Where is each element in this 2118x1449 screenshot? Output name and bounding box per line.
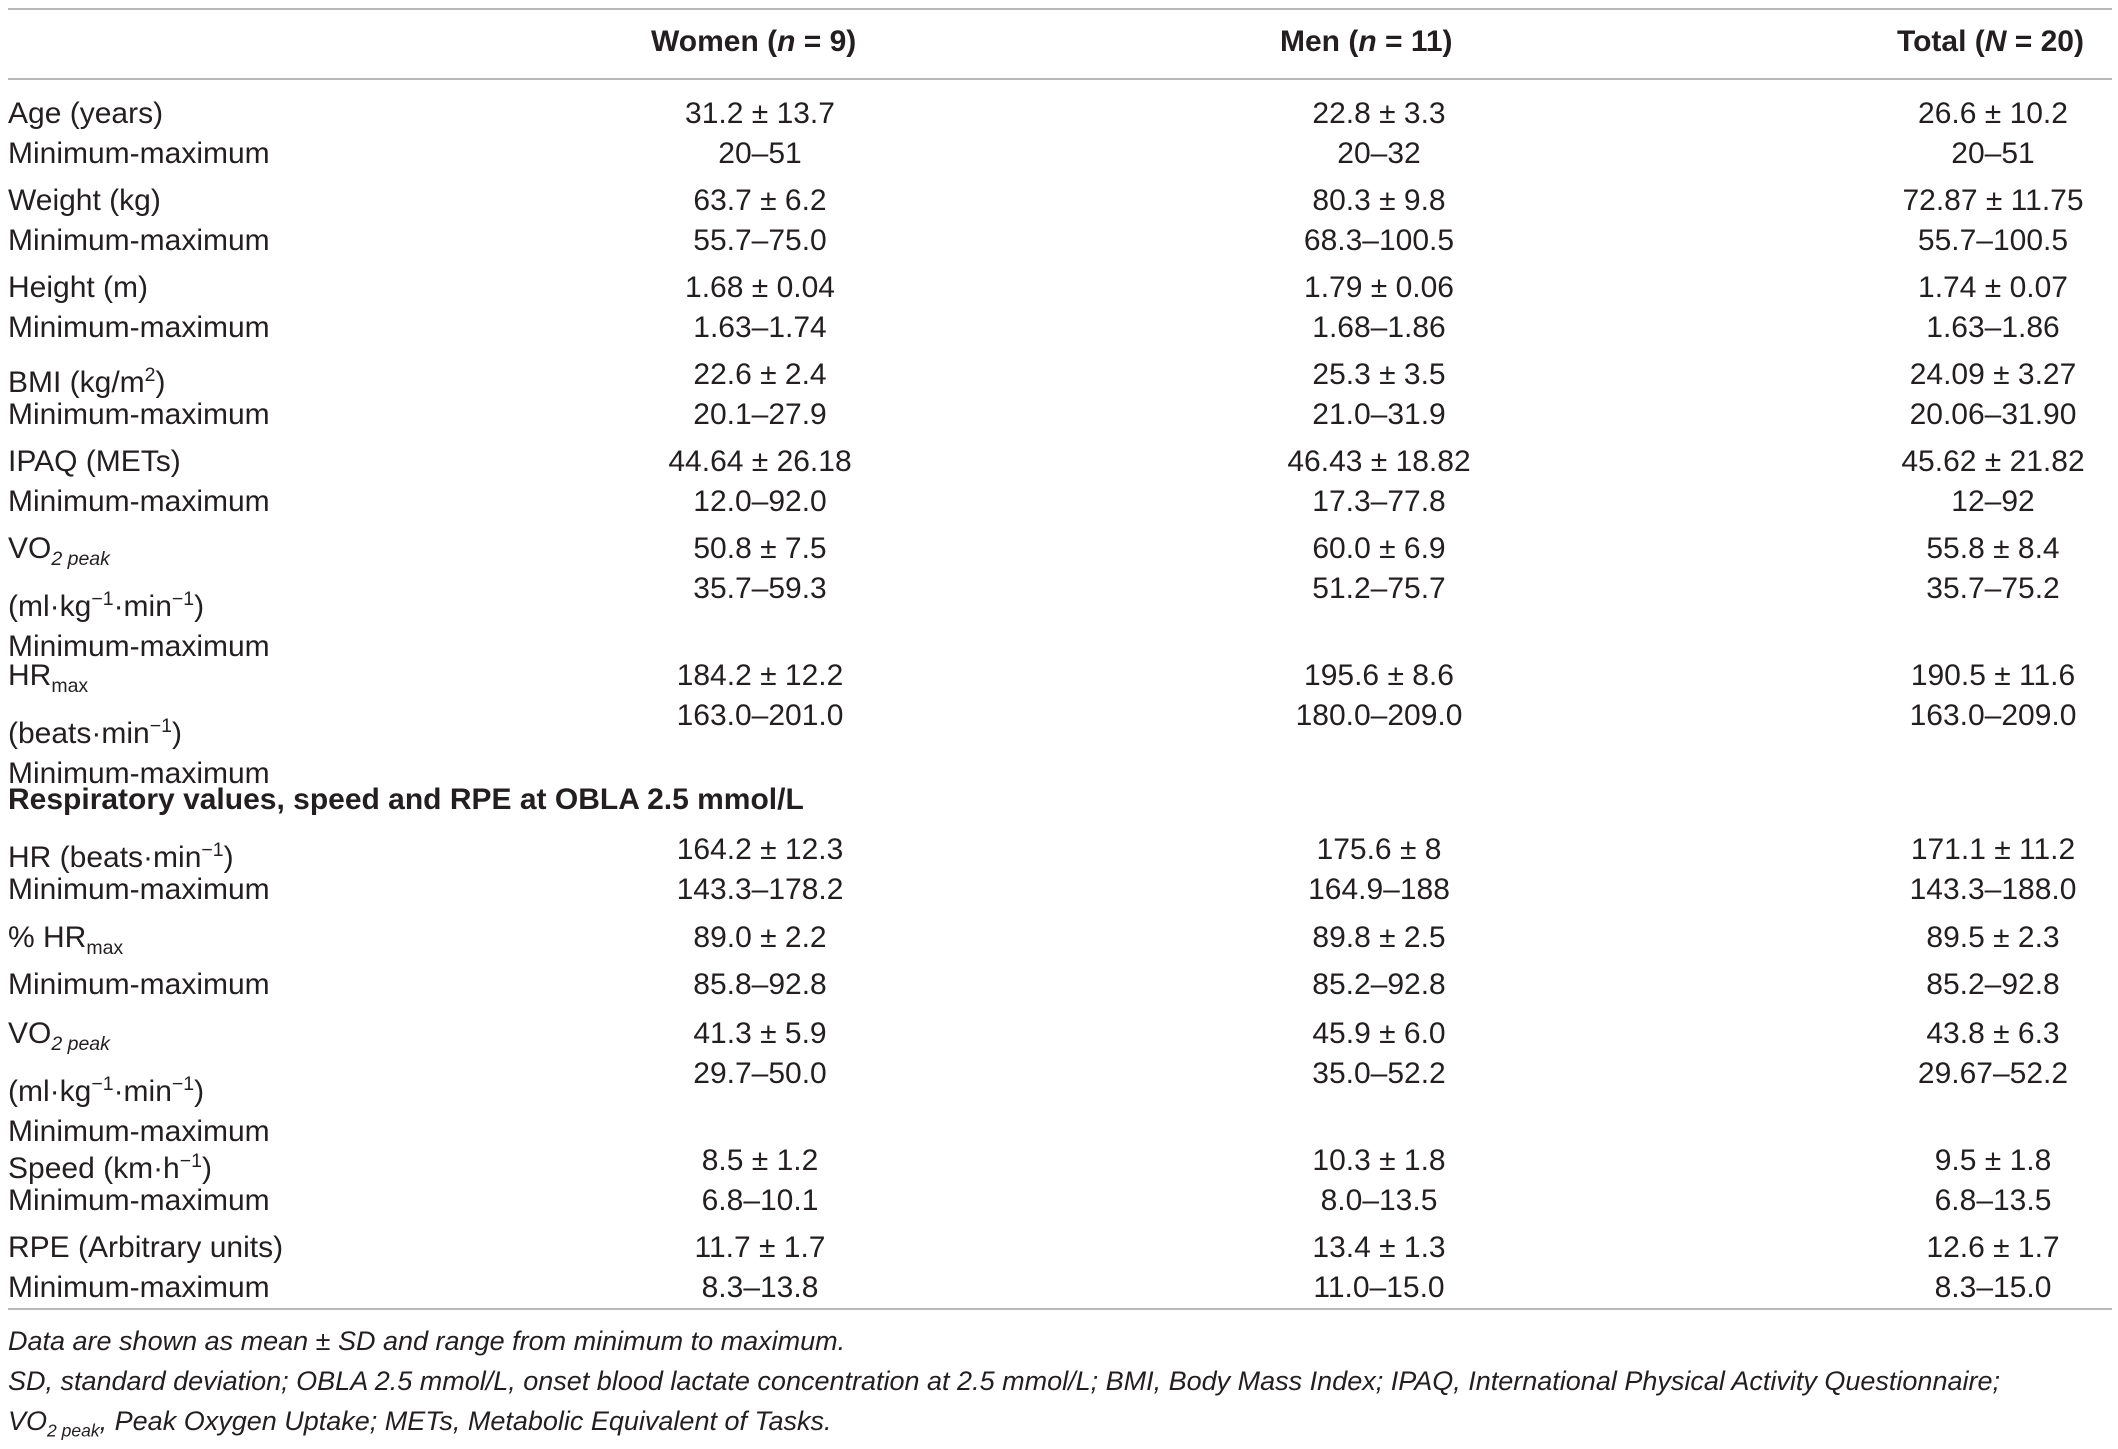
cell-men: 13.4 ± 1.3 [1312, 1231, 1446, 1264]
cell-women: 6.8–10.1 [701, 1184, 819, 1217]
row-label: BMI (kg/m2) [8, 364, 166, 399]
header-rule [8, 78, 2112, 80]
cell-total: 89.5 ± 2.3 [1926, 921, 2060, 954]
cell-women: 143.3–178.2 [676, 873, 844, 906]
row-label: % HRmax [8, 921, 124, 959]
row-label: Height (m) [8, 271, 149, 304]
cell-men: 25.3 ± 3.5 [1312, 358, 1446, 391]
cell-total: 8.3–15.0 [1934, 1271, 2052, 1304]
cell-women: 8.3–13.8 [701, 1271, 819, 1304]
cell-women: 11.7 ± 1.7 [694, 1231, 826, 1264]
cell-total: 45.62 ± 21.82 [1901, 445, 2085, 478]
cell-total: 55.7–100.5 [1917, 224, 2069, 257]
cell-women: 55.7–75.0 [693, 224, 827, 257]
cell-total: 20–51 [1951, 137, 2035, 170]
cell-men: 11.0–15.0 [1313, 1271, 1445, 1304]
cell-men: 22.8 ± 3.3 [1312, 97, 1446, 130]
row-label: Minimum-maximum [8, 311, 270, 344]
cell-women: 22.6 ± 2.4 [693, 358, 827, 391]
cell-total: 190.5 ± 11.6 163.0–209.0 [1909, 659, 2077, 732]
cell-total: 6.8–13.5 [1934, 1184, 2052, 1217]
cell-women: 1.63–1.74 [693, 311, 827, 344]
column-header-total: Total (N = 20) [1897, 25, 2084, 58]
cell-total: 1.63–1.86 [1926, 311, 2060, 344]
cell-men: 195.6 ± 8.6 180.0–209.0 [1295, 659, 1463, 732]
cell-total: 43.8 ± 6.3 29.67–52.2 [1917, 1017, 2069, 1090]
cell-total: 72.87 ± 11.75 [1902, 184, 2084, 217]
cell-total: 12–92 [1951, 485, 2035, 518]
cell-women: 63.7 ± 6.2 [693, 184, 827, 217]
cell-men: 68.3–100.5 [1303, 224, 1455, 257]
cell-women: 20–51 [718, 137, 802, 170]
cell-men: 80.3 ± 9.8 [1312, 184, 1446, 217]
footnote-3: VO2 peak, Peak Oxygen Uptake; METs, Meta… [8, 1406, 832, 1441]
cell-women: 8.5 ± 1.2 [701, 1144, 819, 1177]
cell-women: 44.64 ± 26.18 [668, 445, 852, 478]
table-top-rule [8, 8, 2112, 10]
cell-men: 20–32 [1337, 137, 1421, 170]
row-label: Weight (kg) [8, 184, 161, 217]
row-label: Minimum-maximum [8, 485, 270, 518]
cell-women: 184.2 ± 12.2 163.0–201.0 [676, 659, 844, 732]
cell-men: 46.43 ± 18.82 [1287, 445, 1471, 478]
row-label: VO2 peak (ml·kg−1·min−1) Minimum-maximum [8, 1017, 270, 1148]
row-label: HRmax (beats·min−1) Minimum-maximum [8, 659, 270, 790]
footnote-1: Data are shown as mean ± SD and range fr… [8, 1326, 846, 1356]
cell-men: 164.9–188 [1308, 873, 1450, 906]
cell-men: 85.2–92.8 [1312, 968, 1446, 1001]
cell-women: 20.1–27.9 [693, 398, 827, 431]
cell-total: 24.09 ± 3.27 [1909, 358, 2077, 391]
row-label: Minimum-maximum [8, 398, 270, 431]
cell-women: 12.0–92.0 [693, 485, 827, 518]
cell-women: 164.2 ± 12.3 [676, 833, 844, 866]
cell-men: 21.0–31.9 [1312, 398, 1446, 431]
cell-total: 143.3–188.0 [1909, 873, 2077, 906]
row-label: HR (beats·min−1) [8, 839, 234, 874]
cell-men: 1.79 ± 0.06 [1304, 271, 1454, 304]
cell-men: 89.8 ± 2.5 [1312, 921, 1446, 954]
cell-men: 17.3–77.8 [1312, 485, 1446, 518]
cell-women: 1.68 ± 0.04 [685, 271, 835, 304]
row-label: Minimum-maximum [8, 873, 270, 906]
cell-men: 60.0 ± 6.9 51.2–75.7 [1312, 532, 1446, 605]
row-label: Minimum-maximum [8, 1271, 270, 1304]
cell-total: 20.06–31.90 [1909, 398, 2077, 431]
row-label: RPE (Arbitrary units) [8, 1231, 284, 1264]
row-label: Age (years) [8, 97, 164, 130]
row-label: Minimum-maximum [8, 968, 270, 1001]
footnote-2: SD, standard deviation; OBLA 2.5 mmol/L,… [8, 1366, 2000, 1396]
cell-women: 41.3 ± 5.9 29.7–50.0 [693, 1017, 827, 1090]
row-label: Minimum-maximum [8, 137, 270, 170]
cell-total: 9.5 ± 1.8 [1934, 1144, 2052, 1177]
table-bottom-rule [8, 1308, 2112, 1310]
cell-total: 12.6 ± 1.7 [1926, 1231, 2060, 1264]
cell-total: 1.74 ± 0.07 [1918, 271, 2068, 304]
cell-men: 175.6 ± 8 [1316, 833, 1442, 866]
cell-total: 85.2–92.8 [1926, 968, 2060, 1001]
cell-men: 45.9 ± 6.0 35.0–52.2 [1312, 1017, 1446, 1090]
cell-total: 55.8 ± 8.4 35.7–75.2 [1926, 532, 2060, 605]
row-label: Minimum-maximum [8, 224, 270, 257]
cell-total: 26.6 ± 10.2 [1918, 97, 2068, 130]
cell-women: 85.8–92.8 [693, 968, 827, 1001]
row-label: IPAQ (METs) [8, 445, 181, 478]
column-header-women: Women (n = 9) [651, 25, 857, 58]
column-header-men: Men (n = 11) [1280, 25, 1453, 58]
row-label: Speed (km·h−1) [8, 1150, 212, 1185]
cell-total: 171.1 ± 11.2 [1910, 833, 2076, 866]
cell-women: 50.8 ± 7.5 35.7–59.3 [693, 532, 827, 605]
row-label: VO2 peak (ml·kg−1·min−1) Minimum-maximum [8, 532, 270, 663]
cell-women: 31.2 ± 13.7 [685, 97, 835, 130]
row-label: Minimum-maximum [8, 1184, 270, 1217]
cell-women: 89.0 ± 2.2 [693, 921, 827, 954]
cell-men: 8.0–13.5 [1320, 1184, 1438, 1217]
cell-men: 10.3 ± 1.8 [1312, 1144, 1446, 1177]
cell-men: 1.68–1.86 [1312, 311, 1446, 344]
